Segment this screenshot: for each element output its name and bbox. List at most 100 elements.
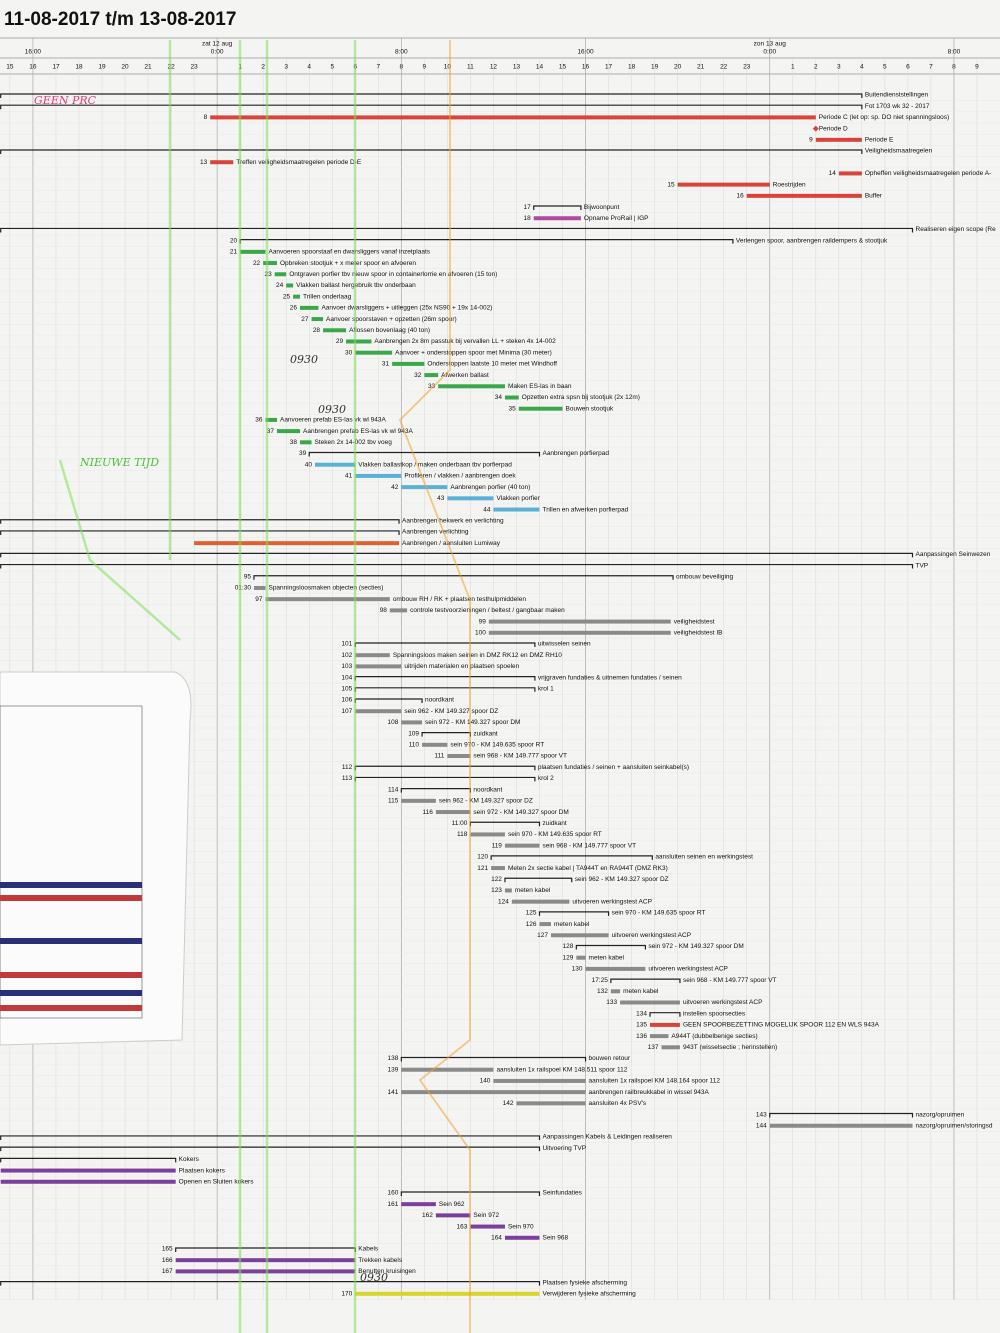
- task-name: krol 2: [538, 775, 554, 782]
- x-tick-label: 10: [444, 64, 452, 71]
- task-name: Aanpassingen Seinwezen: [916, 551, 991, 558]
- task-id: 128: [562, 943, 573, 950]
- x-tick-label: 11: [467, 64, 474, 71]
- task-name: Aanpassingen Kabels & Leidingen realiser…: [542, 1134, 672, 1141]
- task-name: sein 968 - KM 149.777 spoor VT: [683, 977, 777, 984]
- task-bar: [769, 1123, 913, 1128]
- handwritten-note: GEEN PRC: [34, 94, 97, 107]
- task-bar: [491, 866, 505, 871]
- x-tick-label: 7: [929, 64, 933, 71]
- task-name: sein 962 - KM 149.327 spoor DZ: [439, 798, 533, 805]
- task-id: 123: [491, 887, 502, 894]
- task-name: Treffen veiligheidsmaatregelen periode D…: [236, 159, 362, 166]
- task-bar: [311, 317, 324, 322]
- summary-bar: [610, 978, 681, 984]
- task-bar: [355, 709, 402, 714]
- task-name: plaatsen fundaties / seinen + aansluiten…: [538, 764, 689, 771]
- task-name: vrijgraven fundaties & uitnemen fundatie…: [538, 674, 682, 681]
- task-bar: [355, 1291, 540, 1296]
- task-bar: [389, 608, 408, 613]
- task-id: 135: [636, 1022, 647, 1029]
- sheet-band: [0, 972, 142, 978]
- task-id: 129: [562, 954, 573, 961]
- task-id: 11:00: [452, 820, 468, 827]
- task-bar: [286, 283, 294, 288]
- x-tick-label: 14: [536, 64, 544, 71]
- task-name: Vlakken porfier: [496, 495, 540, 502]
- task-name: krol 1: [538, 686, 554, 693]
- task-name: sein 970 - KM 149.635 spoor RT: [612, 910, 706, 917]
- major-tick-label: 8:00: [395, 49, 408, 56]
- highlighter-lines: [58, 40, 471, 1333]
- x-tick-label: 12: [490, 64, 498, 71]
- task-bar: [424, 373, 439, 378]
- task-name: sein 968 - KM 149.777 spoor VT: [542, 842, 636, 849]
- task-name: Maken ES-las in baan: [508, 383, 572, 390]
- sheet-band: [0, 882, 142, 888]
- x-tick-label: 1: [791, 64, 795, 71]
- task-id: 161: [387, 1201, 398, 1208]
- task-name: meten kabel: [515, 887, 551, 894]
- task-id: 144: [756, 1122, 767, 1129]
- handwritten-note: 0930: [360, 1271, 388, 1284]
- x-tick-label: 18: [628, 64, 636, 71]
- summary-bar: [0, 1146, 541, 1152]
- x-tick-label: 15: [6, 64, 14, 71]
- task-id: 101: [341, 641, 352, 648]
- chart-title: 11-08-2017 t/m 13-08-2017: [4, 9, 236, 30]
- task-name: Buitendienststellingen: [865, 92, 929, 99]
- task-name: sein 968 - KM 149.777 spoor VT: [473, 753, 567, 760]
- task-name: meten kabel: [554, 921, 590, 928]
- task-id: 126: [526, 921, 537, 928]
- task-bar: [401, 798, 436, 803]
- task-name: Aanbrengen porfier (40 ton): [450, 484, 530, 491]
- x-tick-label: 4: [307, 64, 311, 71]
- highlight-line: [398, 40, 471, 1333]
- task-bar: [435, 810, 471, 815]
- task-id: 170: [341, 1291, 352, 1298]
- task-name: aansluiten 1x railspoel KM 148.164 spoor…: [589, 1078, 721, 1085]
- task-id: 44: [483, 506, 491, 513]
- task-bar: [551, 933, 609, 938]
- task-id: 165: [162, 1246, 173, 1253]
- task-bar: [401, 1090, 586, 1095]
- handwritten-note: NIEUWE TIJD: [79, 456, 159, 469]
- highlight-line: [58, 459, 181, 641]
- task-name: noordkant: [473, 786, 502, 793]
- task-id: 143: [756, 1111, 767, 1118]
- task-id: 164: [491, 1234, 502, 1241]
- task-bar: [194, 541, 400, 546]
- summary-bar: [649, 1012, 681, 1017]
- task-name: sein 972 - KM 149.327 spoor DM: [473, 809, 568, 816]
- task-id: 40: [305, 461, 313, 468]
- task-name: Onderstoppen laatste 10 meter met Windho…: [427, 361, 557, 368]
- task-name: uitvoeren werkingstest ACP: [648, 966, 727, 973]
- task-id: 109: [408, 730, 419, 737]
- task-bar: [355, 350, 393, 355]
- task-name: controle testvoorzieningen / beltest / g…: [410, 607, 565, 614]
- task-bar: [401, 1202, 436, 1207]
- major-tick-label: 0:00: [763, 49, 776, 56]
- summary-bar: [533, 205, 582, 211]
- task-bar: [746, 193, 862, 198]
- task-id: 31: [382, 361, 390, 368]
- task-name: Steken 2x 14-002 tbv voeg: [315, 439, 393, 446]
- task-id: 35: [509, 405, 517, 412]
- sheet-band: [0, 938, 142, 944]
- task-name: Spanningsloosmaken objecten (secties): [268, 585, 383, 592]
- task-name: Aanbrengen hekwerk en verlichting: [402, 517, 504, 524]
- task-bar: [620, 1000, 680, 1005]
- major-tick-label: 16:00: [577, 49, 594, 56]
- task-id: 138: [387, 1055, 398, 1062]
- task-id: 122: [491, 876, 502, 883]
- task-id: 125: [526, 910, 537, 917]
- task-name: uitvoeren werkingstest ACP: [612, 932, 691, 939]
- x-tick-label: 5: [883, 64, 887, 71]
- x-tick-label: 5: [330, 64, 334, 71]
- task-id: 16: [736, 193, 744, 200]
- task-name: Sein 970: [508, 1223, 534, 1230]
- task-bar: [175, 1258, 356, 1263]
- task-name: Aanvoer spoorstaven + opzetten (26m spoo…: [326, 316, 457, 323]
- summary-bar: [769, 1112, 914, 1118]
- task-id: 160: [387, 1190, 398, 1197]
